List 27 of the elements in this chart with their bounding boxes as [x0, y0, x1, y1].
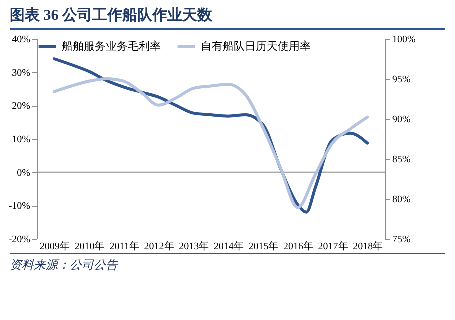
- y-tick-label: 40%: [12, 34, 30, 46]
- y-tick-label: 20%: [12, 101, 30, 112]
- x-tick-label: 2010年: [74, 240, 105, 252]
- y2-tick-label: 85%: [392, 154, 411, 166]
- x-tick-label: 2014年: [214, 240, 244, 252]
- x-tick-label: 2013年: [179, 240, 210, 252]
- legend-label: 自有船队日历天使用率: [201, 40, 311, 53]
- y-tick-label: 0%: [17, 168, 30, 179]
- y2-tick-label: 100%: [392, 34, 416, 46]
- y2-tick-label: 75%: [392, 234, 411, 246]
- chart-title: 图表 36 公司工作船队作业天数: [10, 0, 445, 30]
- y-tick-label: 30%: [12, 68, 30, 79]
- x-tick-label: 2015年: [248, 240, 279, 252]
- y2-tick-label: 80%: [392, 194, 411, 206]
- y-tick-label: 10%: [12, 134, 30, 146]
- x-tick-label: 2011年: [110, 240, 140, 252]
- x-tick-label: 2012年: [144, 240, 174, 252]
- x-tick-label: 2017年: [318, 240, 348, 252]
- y2-tick-label: 95%: [392, 74, 411, 86]
- x-tick-label: 2009年: [40, 240, 70, 252]
- y2-tick-label: 90%: [392, 114, 411, 126]
- legend-label: 船舶服务业务毛利率: [62, 40, 161, 53]
- y-tick-label: -20%: [8, 234, 30, 246]
- x-tick-label: 2016年: [284, 240, 314, 252]
- text: 资料来源：公司公告: [10, 253, 445, 274]
- x-tick-label: 2018年: [353, 240, 384, 252]
- y-tick-label: -10%: [8, 201, 30, 212]
